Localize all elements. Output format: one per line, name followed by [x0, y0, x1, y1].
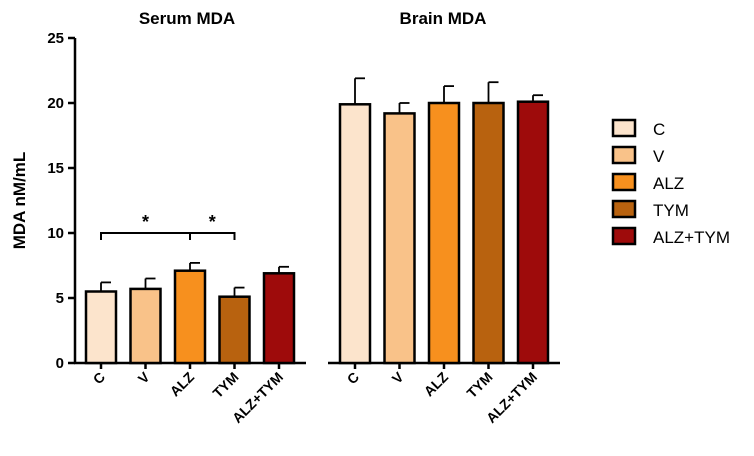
x-tick-label: V: [389, 368, 407, 386]
significance-bracket: [100, 232, 191, 240]
y-axis-label: MDA nM/mL: [10, 152, 29, 250]
x-tick-label: V: [135, 368, 153, 386]
bar: [472, 101, 505, 365]
bar: [338, 103, 372, 365]
y-tick-label: 5: [56, 290, 64, 307]
legend-swatch: [611, 118, 637, 138]
bar: [218, 295, 251, 365]
legend: CV ALZ TYM ALZ+TYM: [611, 118, 730, 247]
y-tick-label: 15: [47, 160, 64, 177]
x-tick-label: TYM: [463, 369, 495, 401]
bar: [262, 272, 296, 365]
x-tick-label: ALZ: [167, 368, 198, 399]
legend-label: TYM: [653, 201, 689, 220]
legend-swatch: [611, 199, 637, 219]
x-tick-label: TYM: [209, 369, 241, 401]
legend-label: V: [653, 147, 665, 166]
significance-star: *: [142, 212, 149, 232]
y-tick-label: 20: [47, 95, 64, 112]
legend-swatch: [611, 226, 637, 246]
legend-label: C: [653, 120, 665, 139]
bar: [383, 112, 416, 365]
x-tick-label: ALZ: [421, 368, 452, 399]
group-title: Serum MDA: [139, 9, 235, 28]
significance-bracket: [189, 232, 236, 240]
y-tick-label: 0: [56, 355, 64, 372]
bar: [516, 100, 550, 365]
bar: [173, 269, 207, 365]
legend-label: ALZ: [653, 174, 684, 193]
legend-swatch: [611, 172, 637, 192]
bar: [129, 287, 162, 365]
legend-label: ALZ+TYM: [653, 228, 730, 247]
group-title: Brain MDA: [400, 9, 487, 28]
legend-swatch: [611, 145, 637, 165]
y-tick-label: 25: [47, 30, 64, 47]
bars: [84, 77, 550, 365]
bar: [427, 101, 461, 365]
x-tick-label: C: [90, 369, 108, 387]
bar: [84, 290, 118, 365]
significance-star: *: [209, 212, 216, 232]
y-tick-label: 10: [47, 225, 64, 242]
x-tick-label: C: [344, 369, 362, 387]
